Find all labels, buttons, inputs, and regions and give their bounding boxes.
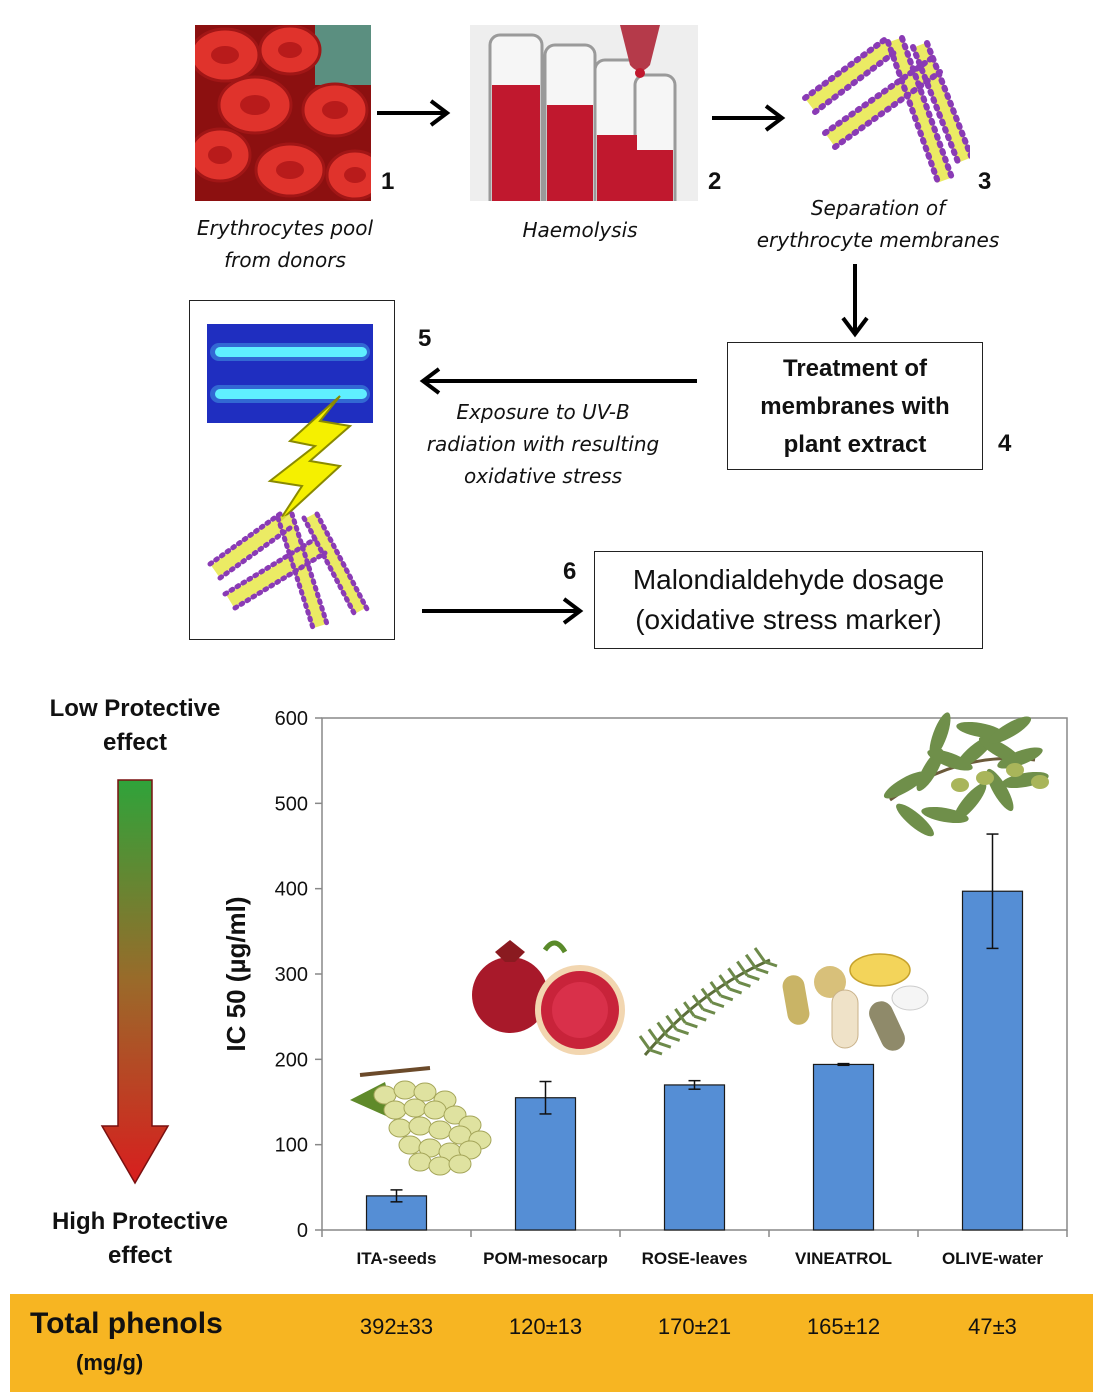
malondialdehyde-line1: Malondialdehyde dosage (632, 564, 945, 595)
step-3-caption-line2: erythrocyte membranes (756, 228, 1000, 252)
treatment-line1: Treatment of (782, 355, 928, 382)
olive-branch-icon (883, 712, 1049, 837)
uv-exposure-panel (189, 300, 395, 640)
bar-vineatrol (812, 1063, 875, 1231)
step-4-number: 4 (998, 430, 1012, 457)
y-tick-label: 100 (275, 1135, 308, 1157)
step-3-caption-line1: Separation of (810, 196, 946, 220)
protective-effect-gradient-arrow (100, 779, 170, 1185)
step-1-number: 1 (381, 168, 395, 195)
treatment-box: Treatment of membranes with plant extrac… (727, 342, 983, 470)
x-category-label: ITA-seeds (357, 1249, 437, 1268)
error-bar-rose-leaves (688, 1079, 701, 1090)
ingredient-illustrations (350, 712, 1049, 1176)
treatment-line3: plant extract (783, 431, 927, 458)
phenol-value-ita-seeds: 392±33 (359, 1314, 434, 1339)
step-1-caption-line2: from donors (224, 248, 346, 272)
arrow-3-to-4 (841, 264, 869, 338)
step-2-caption: Haemolysis (522, 218, 638, 242)
step-3-number: 3 (978, 168, 992, 195)
y-tick-label: 400 (275, 879, 308, 901)
treatment-line2: membranes with (760, 393, 950, 420)
x-category-label: VINEATROL (795, 1249, 892, 1268)
total-phenols-label: Total phenols (30, 1307, 223, 1340)
y-axis-label: IC 50 (µg/ml) (221, 896, 251, 1051)
bars (365, 833, 1024, 1231)
high-protective-label: High Protective effect (51, 1208, 229, 1269)
erythrocytes-image (188, 24, 385, 201)
error-bar-pom-mesocarp (539, 1080, 552, 1115)
pomegranate-icon (472, 940, 625, 1055)
phenol-value-rose-leaves: 170±21 (657, 1314, 732, 1339)
arrow-5-to-6 (422, 597, 584, 625)
arrow-2-to-3 (712, 104, 786, 132)
error-bar-vineatrol (837, 1062, 850, 1067)
low-protective-label: Low Protective effect (49, 695, 221, 756)
phenol-value-pom-mesocarp: 120±13 (508, 1314, 583, 1339)
bar-rose-leaves (663, 1084, 726, 1231)
arrow-4-to-5 (419, 367, 697, 395)
step-5-caption: Exposure to UV-B radiation with resultin… (398, 396, 688, 492)
total-phenols-unit: (mg/g) (76, 1350, 144, 1375)
x-axis: ITA-seeds POM-mesocarp ROSE-leaves VINEATRO… (321, 1230, 1068, 1268)
phenol-value-olive-water: 47±3 (968, 1314, 1017, 1339)
step-3-caption: Separation of erythrocyte membranes (728, 192, 1028, 256)
total-phenols-band (10, 1294, 1093, 1392)
step-1-caption-line1: Erythrocytes pool (196, 216, 374, 240)
rosemary-leaves-icon (638, 947, 778, 1056)
step-5-caption-line2: radiation with resulting (426, 432, 660, 456)
x-category-label: OLIVE-water (942, 1249, 1043, 1268)
arrow-1-to-2 (377, 99, 451, 127)
x-category-label: ROSE-leaves (642, 1249, 748, 1268)
step-5-caption-line3: oxidative stress (463, 464, 623, 488)
ic50-bar-chart: 0 100 200 300 400 500 600 ITA-seeds POM-mesocar… (221, 708, 1068, 1268)
y-tick-label: 600 (275, 708, 308, 730)
y-tick-label: 200 (275, 1049, 308, 1071)
test-tubes-image (470, 25, 698, 217)
step-6-number: 6 (563, 558, 577, 585)
x-category-label: POM-mesocarp (483, 1249, 608, 1268)
bar-pom-mesocarp (514, 1097, 577, 1231)
y-tick-label: 500 (275, 793, 308, 815)
step-1-caption: Erythrocytes pool from donors (170, 212, 400, 276)
error-bar-ita-seeds (390, 1189, 403, 1203)
grapes-icon (350, 1066, 492, 1176)
vineatrol-capsules-icon (782, 953, 929, 1051)
membrane-fragments-image (802, 35, 970, 185)
y-tick-label: 0 (297, 1220, 308, 1242)
step-5-caption-line1: Exposure to UV-B (456, 400, 630, 424)
phenol-value-vineatrol: 165±12 (806, 1314, 881, 1339)
step-2-number: 2 (708, 168, 722, 195)
y-axis: 0 100 200 300 400 500 600 (275, 708, 322, 1242)
malondialdehyde-line2: (oxidative stress marker) (635, 604, 942, 635)
y-tick-label: 300 (275, 964, 308, 986)
error-bar-olive-water (986, 833, 999, 950)
step-5-number: 5 (418, 325, 432, 352)
malondialdehyde-box: Malondialdehyde dosage (oxidative stress… (594, 551, 983, 649)
